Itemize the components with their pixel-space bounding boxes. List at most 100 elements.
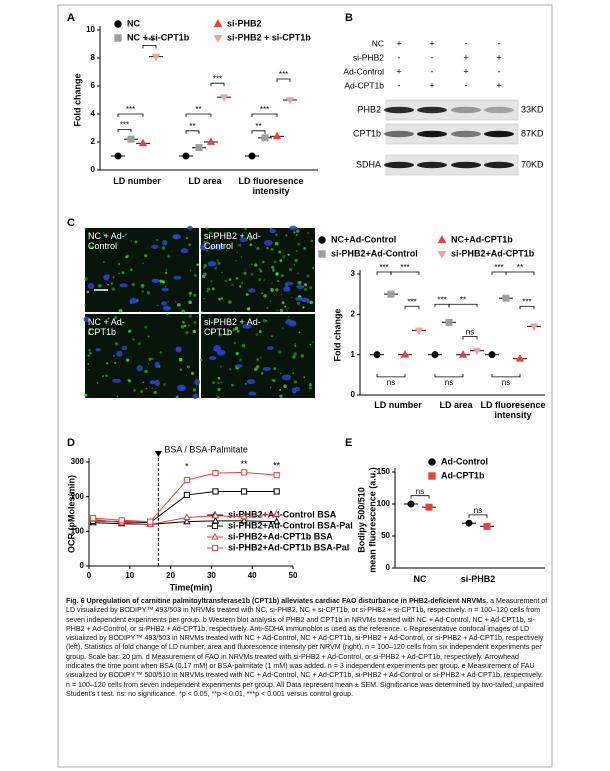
lipid-droplet: [308, 383, 312, 387]
lipid-droplet: [217, 381, 220, 384]
lipid-droplet: [118, 308, 123, 313]
lipid-droplet: [90, 245, 94, 249]
nucleus: [154, 361, 160, 369]
lipid-droplet: [292, 355, 296, 359]
lipid-droplet: [210, 280, 213, 283]
lipid-droplet: [88, 328, 92, 331]
lipid-droplet: [303, 247, 306, 250]
lipid-droplet: [294, 345, 297, 347]
nucleus: [208, 356, 217, 361]
data-point: [425, 503, 433, 511]
nucleus: [162, 305, 171, 311]
legend-label: si-PHB2: [227, 18, 262, 28]
x-tick-label: LD number: [374, 400, 422, 410]
lipid-droplet: [287, 316, 290, 318]
x-tick-label: 40: [248, 571, 257, 580]
data-point: [400, 350, 410, 358]
significance-bracket: [142, 45, 157, 49]
lipid-droplet: [130, 268, 133, 271]
lipid-droplet: [159, 351, 162, 354]
lipid-droplet: [256, 358, 260, 362]
significance-bracket: [519, 305, 535, 310]
lipid-droplet: [106, 362, 109, 365]
lipid-droplet: [147, 363, 150, 365]
lipid-droplet: [86, 290, 90, 294]
lipid-droplet: [294, 258, 298, 263]
legend-label: si-PHB2 + si-CPT1b: [227, 32, 311, 42]
lipid-droplet: [220, 381, 223, 384]
lipid-droplet: [272, 378, 276, 383]
legend-label: NC+Ad-CPT1b: [451, 234, 513, 244]
y-tick-label: 0: [91, 165, 96, 174]
lipid-droplet: [225, 250, 228, 252]
y-tick-label: 300: [71, 457, 85, 466]
lipid-droplet: [142, 262, 144, 265]
blot-band: [417, 161, 447, 169]
significance-label: ***: [379, 263, 388, 272]
lipid-droplet: [107, 317, 110, 320]
condition-sign: +: [496, 80, 501, 90]
nucleus: [214, 244, 224, 250]
lipid-droplet: [275, 233, 278, 237]
nucleus: [175, 346, 182, 353]
legend-marker: [211, 532, 219, 540]
lipid-droplet: [270, 288, 274, 292]
lipid-droplet: [84, 276, 88, 281]
x-tick-label: 50: [289, 571, 298, 580]
nucleus: [207, 260, 217, 267]
y-tick-label: 200: [71, 492, 85, 501]
lipid-droplet: [292, 372, 295, 375]
nucleus: [289, 225, 298, 231]
lipid-droplet: [134, 240, 138, 244]
blot-band: [484, 106, 514, 114]
significance-label: **: [241, 459, 249, 469]
legend-marker: [318, 250, 326, 258]
lipid-droplet: [259, 269, 263, 273]
nucleus: [194, 378, 200, 386]
nucleus: [180, 248, 189, 254]
lipid-droplet: [279, 394, 283, 398]
nucleus: [300, 297, 309, 303]
lipid-droplet: [104, 331, 107, 334]
micrograph-bg: [85, 314, 199, 398]
lipid-droplet: [307, 232, 310, 234]
lipid-droplet: [235, 259, 238, 262]
significance-label: **: [517, 263, 523, 272]
nucleus: [263, 239, 273, 246]
nucleus: [281, 374, 291, 381]
significance-label: ns: [416, 487, 424, 496]
y-axis-label: mean fluorescence (a.u.): [367, 467, 377, 573]
caption-title: Fig. 6 Upregulation of carnitine palmito…: [66, 597, 489, 605]
lipid-droplet: [217, 387, 221, 392]
figure-border: [57, 4, 553, 768]
x-tick-label-box: LD area: [188, 176, 221, 186]
lipid-droplet: [254, 263, 258, 267]
legend-label: si-PHB2+Ad-CPT1b BSA: [228, 531, 333, 541]
x-tick-label: 0: [87, 571, 92, 580]
lipid-droplet: [209, 231, 213, 235]
lipid-droplet: [188, 243, 192, 247]
lipid-droplet: [203, 240, 207, 245]
lipid-droplet: [188, 324, 191, 327]
data-point: [502, 294, 510, 302]
micrograph: [83, 313, 200, 399]
significance-label: ***: [145, 37, 154, 46]
x-tick-label: 30: [207, 571, 216, 580]
lipid-droplet: [128, 329, 132, 333]
lipid-droplet: [166, 313, 169, 316]
condition-label: si-PHB2: [353, 52, 384, 62]
lipid-droplet: [185, 374, 188, 376]
legend-label: si-PHB2+Ad-CPT1b: [451, 248, 535, 258]
lipid-droplet: [277, 244, 279, 246]
x-tick-label: LD number: [113, 176, 161, 186]
data-point: [261, 134, 269, 142]
lipid-droplet: [203, 234, 206, 236]
data-point: [151, 53, 161, 62]
data-point: [387, 290, 395, 298]
lipid-droplet: [142, 381, 145, 384]
legend-label: Ad-CPT1b: [441, 470, 485, 480]
data-point: [272, 517, 281, 525]
data-point: [240, 469, 248, 476]
caption: Fig. 6 Upregulation of carnitine palmito…: [66, 597, 548, 699]
lipid-droplet: [287, 307, 290, 309]
